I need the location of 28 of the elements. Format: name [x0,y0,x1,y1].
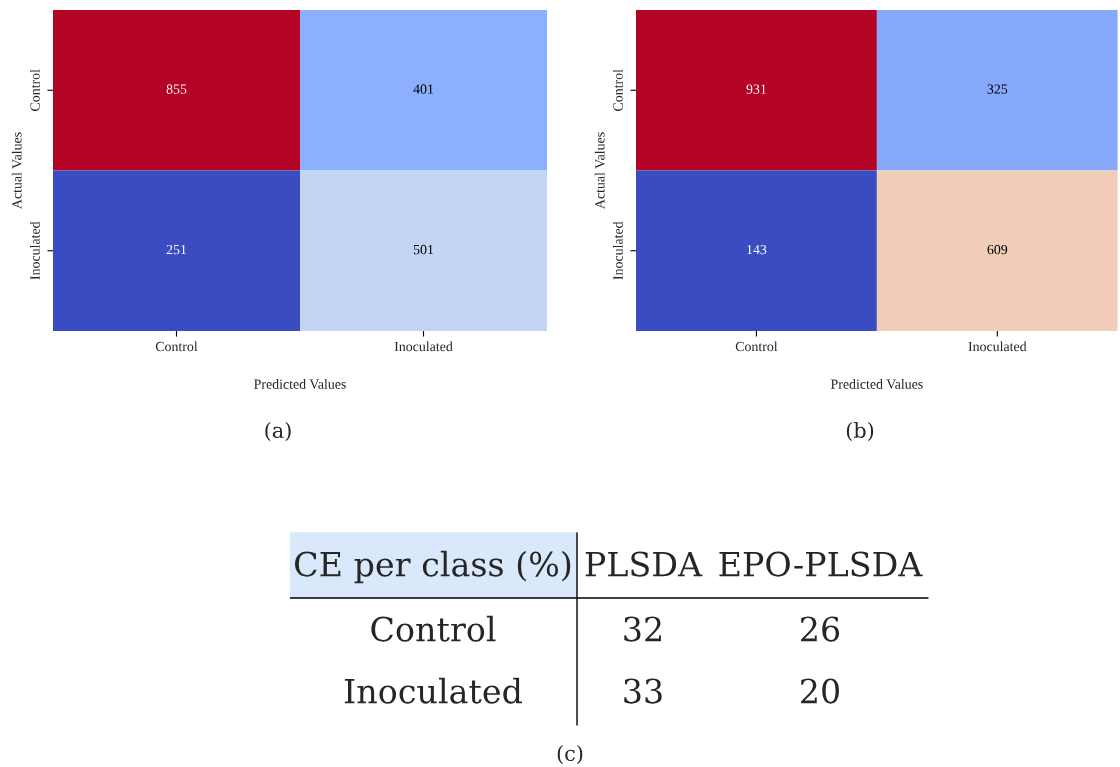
data-label: 931 [746,84,767,94]
text: EPO-PLSDA [719,551,923,577]
x-tick-label: Inoculated [968,341,1027,352]
text: 26 [801,616,840,642]
y-axis-title: Actual Values [11,132,22,209]
text: (a) [265,421,291,441]
text: (c) [557,744,583,764]
data-label: 251 [166,244,187,255]
text: Control [371,615,496,642]
x-tick-label: Inoculated [394,341,453,352]
text: (b) [846,421,874,441]
data-label: 855 [166,84,187,94]
text: 33 [624,678,662,704]
text: Inoculated [344,677,522,704]
text: 20 [801,678,839,704]
data-label: 501 [413,244,434,255]
text: CE per class (%) [295,550,571,584]
data-label: 325 [987,84,1008,94]
y-axis-title: Actual Values [594,132,605,209]
x-axis-title: Predicted Values [830,379,923,389]
text: PLSDA [585,551,703,577]
data-label: 401 [413,84,434,94]
x-tick-label: Control [155,341,198,352]
x-axis-title: Predicted Values [254,379,346,389]
text: 32 [624,616,661,642]
data-label: 143 [747,244,767,255]
x-tick-label: Control [735,341,778,352]
data-label: 609 [987,244,1008,255]
